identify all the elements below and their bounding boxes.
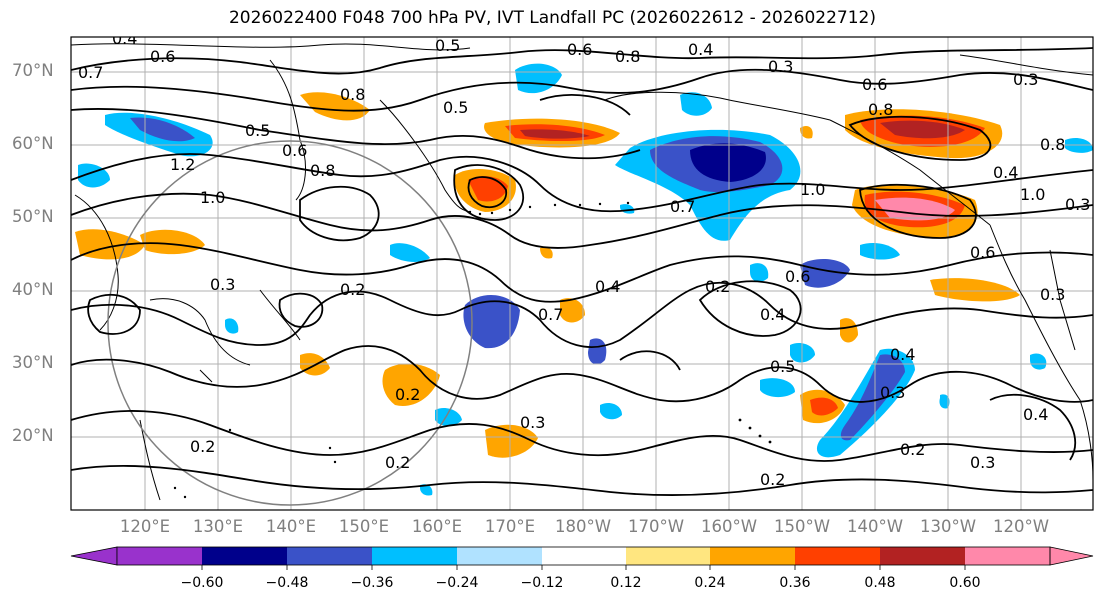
contour-label: 0.8 xyxy=(868,100,893,119)
map-title: 2026022400 F048 700 hPa PV, IVT Landfall… xyxy=(228,8,876,28)
lat-label: 70°N xyxy=(12,61,54,80)
contour-label: 0.3 xyxy=(880,383,905,402)
lon-label: 180°W xyxy=(554,517,612,536)
lon-label: 130°E xyxy=(192,517,244,536)
colorbar-under-arrow xyxy=(70,546,118,566)
contour-label: 1.0 xyxy=(200,188,225,207)
graticule xyxy=(71,37,1093,510)
contour-label: 0.3 xyxy=(1065,195,1090,214)
contour-label: 0.7 xyxy=(670,197,695,216)
contour-label: 1.0 xyxy=(1020,185,1045,204)
contour-label: 0.8 xyxy=(615,47,640,66)
colorbar xyxy=(70,546,1094,570)
lon-label: 140°E xyxy=(265,517,317,536)
colorbar-swatch xyxy=(542,547,626,565)
lon-label: 120°W xyxy=(992,517,1050,536)
contour-label: 1.0 xyxy=(800,180,825,199)
colorbar-tick-label: 0.60 xyxy=(949,575,981,591)
lon-label: 130°W xyxy=(919,517,977,536)
contour-label: 0.2 xyxy=(395,385,420,404)
lon-label: 170°W xyxy=(627,517,685,536)
lon-label: 150°W xyxy=(773,517,831,536)
contour-label: 0.4 xyxy=(595,277,620,296)
colorbar-tick-label: −0.24 xyxy=(435,575,479,591)
colorbar-swatch xyxy=(626,547,710,565)
contour-label: 1.2 xyxy=(170,155,195,174)
contour-label: 0.3 xyxy=(1040,285,1065,304)
colorbar-swatch xyxy=(287,547,372,565)
lon-label: 120°E xyxy=(119,517,171,536)
colorbar-swatch xyxy=(880,547,965,565)
contour-label: 0.4 xyxy=(688,40,713,59)
contour-label: 0.7 xyxy=(78,63,103,82)
colorbar-swatch xyxy=(795,547,880,565)
colorbar-swatch xyxy=(117,547,202,565)
pv-contours xyxy=(71,47,1093,496)
contour-label: 0.4 xyxy=(1023,405,1048,424)
contour-labels: 0.4 0.5 0.6 0.7 0.8 1.0 1.2 0.3 0.2 0.8 … xyxy=(78,29,1090,489)
islands xyxy=(173,201,772,499)
contour-label: 0.8 xyxy=(1040,135,1065,154)
contour-label: 0.3 xyxy=(1013,70,1038,89)
colorbar-tick-label: 0.24 xyxy=(694,575,726,591)
contour-label: 0.6 xyxy=(282,141,307,160)
contour-label: 0.2 xyxy=(705,277,730,296)
contour-label: 0.5 xyxy=(443,98,468,117)
lon-label: 150°E xyxy=(338,517,390,536)
contour-label: 0.6 xyxy=(567,40,592,59)
colorbar-swatch xyxy=(372,547,457,565)
contour-label: 0.6 xyxy=(970,243,995,262)
contour-label: 0.5 xyxy=(770,357,795,376)
contour-label: 0.2 xyxy=(760,470,785,489)
colorbar-swatch xyxy=(710,547,795,565)
colorbar-tick-label: 0.48 xyxy=(864,575,896,591)
lon-label: 160°W xyxy=(700,517,758,536)
lat-label: 20°N xyxy=(12,426,54,445)
contour-label: 0.3 xyxy=(520,413,545,432)
coastlines xyxy=(71,43,1093,501)
contour-label: 0.2 xyxy=(900,440,925,459)
range-circle xyxy=(107,140,473,506)
contour-label: 0.5 xyxy=(435,36,460,55)
contour-label: 0.2 xyxy=(385,453,410,472)
contour-label: 0.6 xyxy=(150,47,175,66)
colorbar-over-arrow xyxy=(1049,546,1094,566)
lat-label: 60°N xyxy=(12,134,54,153)
contour-label: 0.6 xyxy=(785,267,810,286)
contour-label: 0.6 xyxy=(862,75,887,94)
lat-label: 40°N xyxy=(12,280,54,299)
contour-label: 0.4 xyxy=(112,29,137,48)
contour-label: 0.8 xyxy=(340,85,365,104)
contour-label: 0.2 xyxy=(340,280,365,299)
colorbar-swatch xyxy=(202,547,287,565)
lon-label: 160°E xyxy=(411,517,463,536)
colorbar-tick-label: 0.12 xyxy=(610,575,642,591)
contour-label: 0.4 xyxy=(760,305,785,324)
contour-label: 0.3 xyxy=(768,57,793,76)
contour-label: 0.7 xyxy=(538,305,563,324)
colorbar-tick-label: −0.48 xyxy=(265,575,309,591)
contour-label: 0.4 xyxy=(890,345,915,364)
colorbar-tick-label: 0.36 xyxy=(779,575,811,591)
colorbar-swatch xyxy=(457,547,542,565)
contour-label: 0.4 xyxy=(993,163,1018,182)
lon-label: 170°E xyxy=(484,517,536,536)
colorbar-tick-label: −0.36 xyxy=(350,575,394,591)
contour-label: 0.3 xyxy=(970,453,995,472)
contour-label: 0.5 xyxy=(245,121,270,140)
lat-label: 30°N xyxy=(12,353,54,372)
contour-label: 0.3 xyxy=(210,275,235,294)
contour-label: 0.2 xyxy=(190,437,215,456)
lon-label: 140°W xyxy=(846,517,904,536)
map-background xyxy=(71,37,1093,510)
colorbar-tick-label: −0.12 xyxy=(520,575,564,591)
map-frame xyxy=(70,36,1094,511)
lat-label: 50°N xyxy=(12,207,54,226)
colorbar-swatch xyxy=(965,547,1050,565)
colorbar-tick-label: −0.60 xyxy=(180,575,224,591)
contour-label: 0.8 xyxy=(310,161,335,180)
